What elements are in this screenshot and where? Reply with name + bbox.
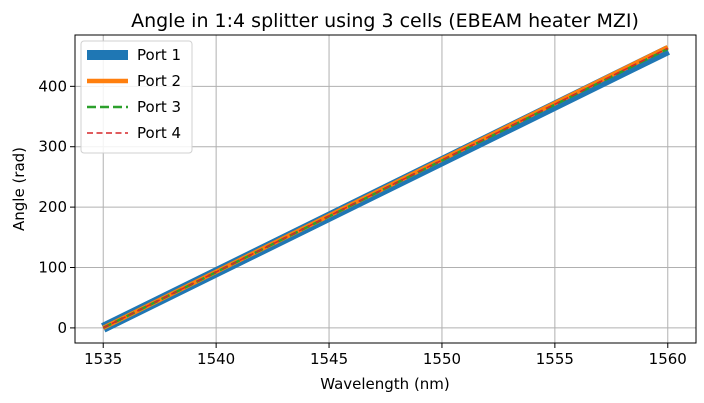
legend-label: Port 2 bbox=[137, 72, 181, 90]
legend-label: Port 4 bbox=[137, 124, 181, 142]
x-tick-label: 1535 bbox=[84, 350, 122, 368]
y-tick-label: 100 bbox=[38, 259, 67, 277]
x-tick-label: 1555 bbox=[536, 350, 574, 368]
legend-label: Port 1 bbox=[137, 46, 181, 64]
y-axis-label: Angle (rad) bbox=[10, 147, 28, 231]
y-tick-label: 300 bbox=[38, 138, 67, 156]
legend-label: Port 3 bbox=[137, 98, 181, 116]
x-axis-label: Wavelength (nm) bbox=[320, 375, 450, 393]
x-tick-label: 1545 bbox=[310, 350, 348, 368]
y-tick-label: 0 bbox=[57, 319, 67, 337]
y-tick-label: 200 bbox=[38, 198, 67, 216]
x-tick-label: 1550 bbox=[423, 350, 461, 368]
legend: Port 1 Port 2 Port 3 Port 4 bbox=[81, 41, 192, 153]
chart-title: Angle in 1:4 splitter using 3 cells (EBE… bbox=[131, 10, 639, 32]
y-tick-label: 400 bbox=[38, 77, 67, 95]
x-tick-label: 1540 bbox=[197, 350, 235, 368]
x-tick-label: 1560 bbox=[649, 350, 687, 368]
